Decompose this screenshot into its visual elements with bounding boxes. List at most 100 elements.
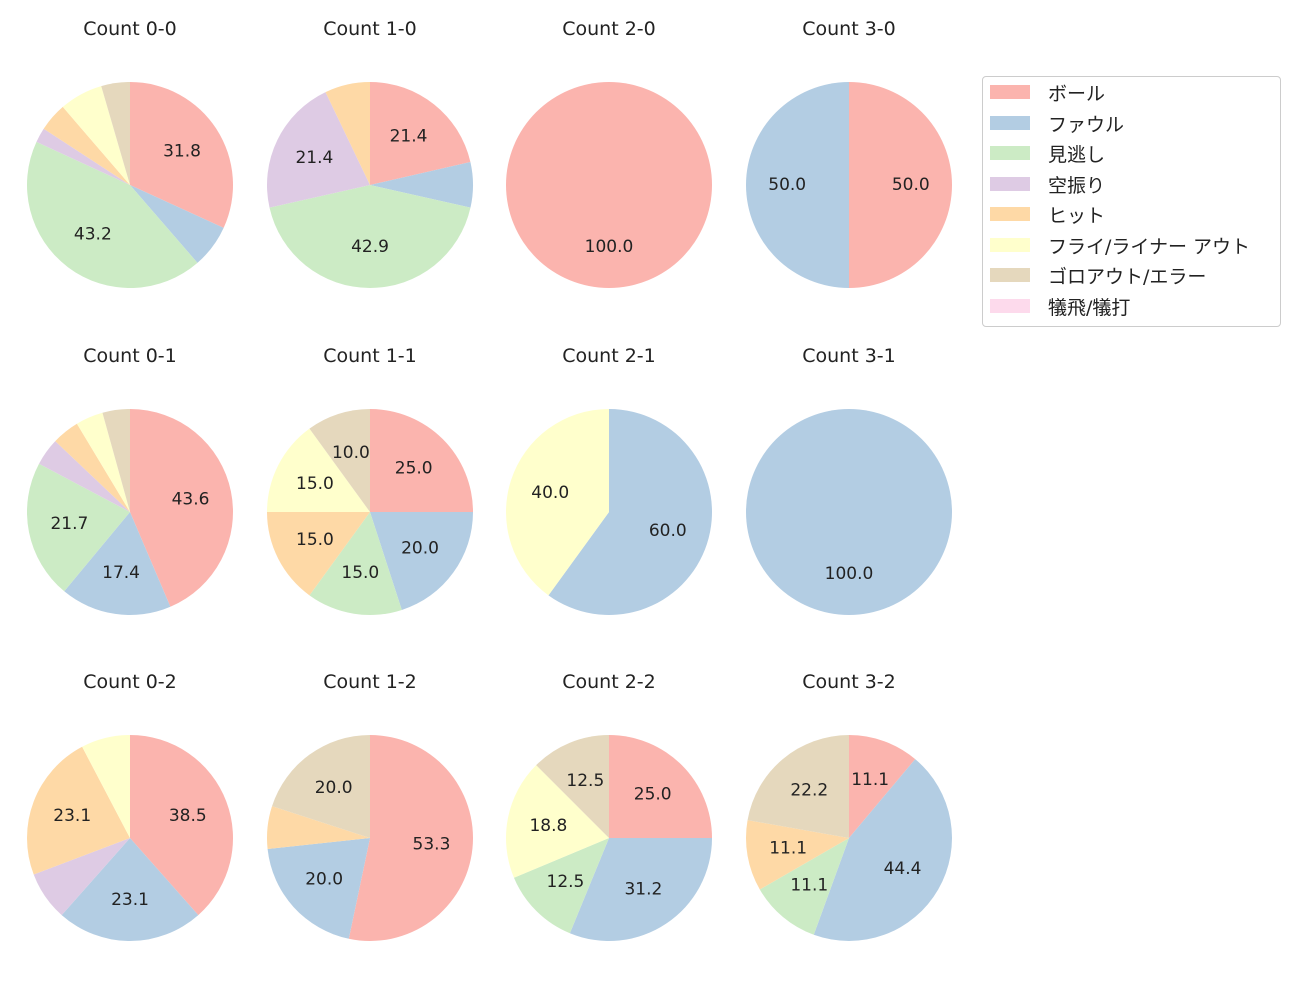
pie-slice-label: 20.0 [315, 778, 353, 798]
pie-slice-5 [76, 412, 130, 512]
pie-slice-label: 42.9 [351, 237, 389, 257]
pie-slice-4 [27, 746, 130, 875]
pie-slice-1 [746, 82, 849, 288]
pie-slice-6 [309, 409, 370, 512]
pie-slice-2 [309, 512, 402, 615]
pie-slice-label: 23.1 [53, 806, 91, 826]
pie-slice-label: 11.1 [769, 839, 807, 859]
pie-slice-1 [61, 838, 199, 941]
legend-item: ゴロアウト/エラー [990, 265, 1206, 288]
pie-slice-label: 100.0 [825, 564, 874, 584]
legend-item: ヒット [990, 204, 1105, 227]
pie-count-3-2: Count 3-2 11.1 44.4 11.1 11.1 22.2 [746, 671, 952, 942]
pie-slice-label: 21.4 [295, 148, 333, 168]
legend-patch [990, 116, 1030, 130]
pie-slice-6 [102, 409, 130, 512]
pie-count-1-1: Count 1-1 25.0 20.0 15.0 15.0 15.0 10.0 [267, 345, 473, 615]
pie-slice-5 [82, 735, 130, 838]
pie-count-3-0: Count 3-0 50.0 50.0 [746, 18, 952, 288]
pie-slice-5 [267, 428, 370, 512]
pie-slice-0 [849, 82, 952, 288]
legend-label: 空振り [1048, 174, 1106, 197]
pie-slice-label: 40.0 [531, 483, 569, 503]
legend-item: ボール [990, 82, 1105, 105]
pie-count-2-1: Count 2-1 60.0 40.0 [506, 345, 713, 616]
pie-slice-2 [513, 838, 609, 934]
pie-slice-1 [267, 838, 370, 939]
pie-slice-0 [348, 735, 474, 942]
pie-slice-label: 17.4 [102, 563, 140, 583]
pie-slice-2 [27, 141, 198, 288]
pie-slice-4 [746, 820, 849, 890]
pie-slice-label: 31.8 [163, 142, 201, 162]
pie-title: Count 1-2 [323, 671, 417, 693]
pie-title: Count 3-2 [802, 671, 896, 693]
pie-slice-label: 43.2 [74, 224, 112, 244]
pie-slice-label: 15.0 [296, 474, 334, 494]
legend-patch [990, 146, 1030, 160]
pie-title: Count 2-1 [562, 345, 656, 367]
pie-slice-0 [370, 82, 471, 185]
pie-slice-label: 53.3 [413, 834, 451, 854]
pie-slice-0 [609, 735, 712, 838]
pie-slice-label: 38.5 [169, 806, 207, 826]
pie-title: Count 1-1 [323, 345, 417, 367]
pie-slice-label: 22.2 [790, 781, 828, 801]
pie-title: Count 0-0 [83, 18, 177, 40]
legend-item: 空振り [990, 174, 1105, 197]
pie-slice-label: 43.6 [172, 490, 210, 510]
pie-title: Count 3-0 [802, 18, 896, 40]
pie-slice-label: 25.0 [634, 784, 672, 804]
pie-slice-6 [101, 82, 130, 185]
pie-slice-3 [267, 92, 370, 208]
pie-slice-0 [130, 735, 234, 916]
pie-slice-1 [370, 162, 473, 208]
pie-slice-0 [849, 735, 916, 838]
pie-slice-label: 21.4 [390, 127, 428, 147]
pie-slice-label: 23.1 [111, 890, 149, 910]
legend-label: ファウル [1048, 113, 1125, 136]
legend-label: ヒット [1048, 204, 1106, 227]
pie-slice-label: 60.0 [649, 521, 687, 541]
legend-patch [990, 268, 1030, 282]
legend-patch [990, 85, 1030, 99]
pie-slice-0 [130, 82, 233, 228]
pie-slice-3 [36, 128, 131, 185]
pie-slice-label: 10.0 [332, 443, 370, 463]
pie-slice-1 [64, 512, 171, 615]
pie-slice-label: 15.0 [341, 563, 379, 583]
legend: ボール ファウル 見逃し 空振り ヒット フライ/ライナー アウト ゴロアウト/… [982, 76, 1281, 327]
pie-count-2-2: Count 2-2 25.0 31.2 12.5 18.8 12.5 [506, 671, 712, 942]
pie-slice-4 [43, 106, 131, 185]
pie-slice-6 [272, 735, 370, 838]
pie-slice-label: 15.0 [296, 530, 334, 550]
pie-slice-4 [55, 423, 131, 512]
legend-patch [990, 207, 1030, 221]
pie-count-1-2: Count 1-2 53.3 20.0 20.0 [267, 671, 474, 942]
pie-slice-4 [325, 82, 370, 185]
pie-slice-4 [267, 512, 370, 596]
legend-item: ファウル [990, 113, 1124, 136]
pie-slice-5 [506, 765, 609, 878]
pie-slice-0 [130, 409, 233, 607]
pie-slice-1 [130, 185, 224, 263]
pie-slice-label: 20.0 [305, 869, 343, 889]
pie-slice-5 [62, 86, 130, 185]
pie-slice-1 [548, 409, 713, 616]
pie-slice-2 [759, 838, 849, 935]
pie-slice-label: 25.0 [395, 458, 433, 478]
pie-count-0-0: Count 0-0 31.8 43.2 [27, 18, 233, 288]
pie-count-1-0: Count 1-0 21.4 42.9 21.4 [267, 18, 473, 288]
pie-slice-3 [39, 441, 131, 512]
pie-title: Count 0-1 [83, 345, 177, 367]
legend-patch [990, 299, 1030, 313]
pie-slice-5 [506, 409, 609, 596]
legend-patch [990, 177, 1030, 191]
pie-slice-1 [746, 409, 952, 615]
pie-count-0-2: Count 0-2 38.5 23.1 23.1 [27, 671, 234, 941]
pie-slice-0 [506, 82, 712, 288]
pie-slice-label: 44.4 [884, 859, 922, 879]
pie-title: Count 2-2 [562, 671, 656, 693]
legend-label: 犠飛/犠打 [1048, 296, 1131, 319]
legend-item: フライ/ライナー アウト [990, 235, 1250, 258]
